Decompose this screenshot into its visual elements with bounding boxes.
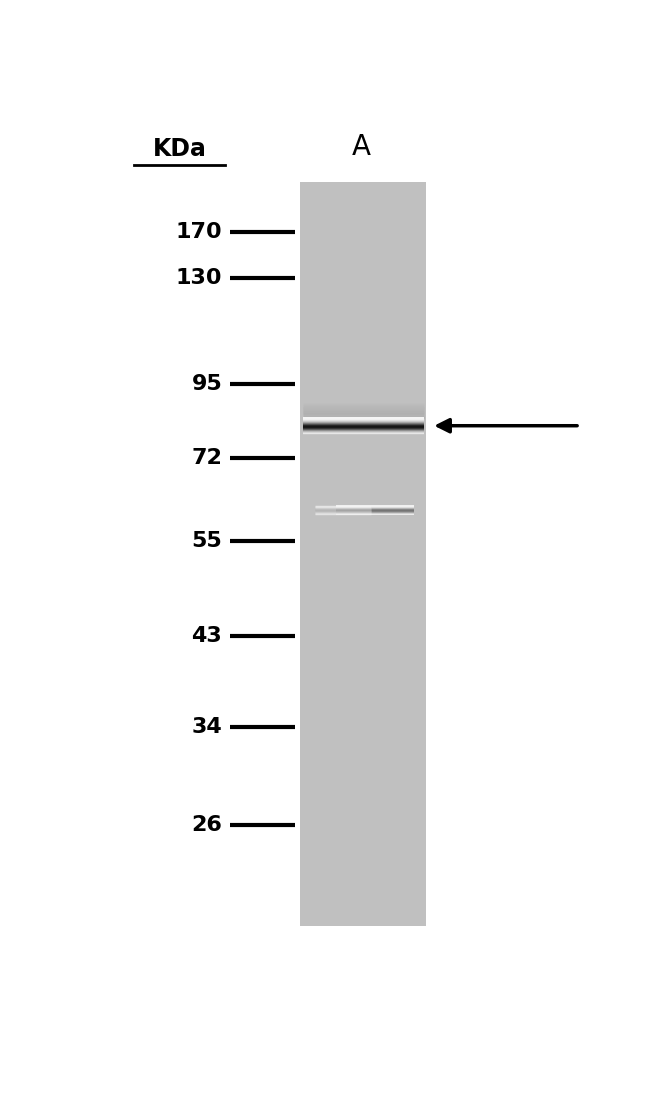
- Bar: [300, 181, 426, 927]
- Text: 26: 26: [192, 815, 222, 835]
- Text: 43: 43: [192, 626, 222, 646]
- Text: 95: 95: [192, 374, 222, 393]
- Text: KDa: KDa: [153, 137, 207, 161]
- Text: A: A: [352, 132, 370, 161]
- Text: 55: 55: [192, 531, 222, 551]
- Text: 34: 34: [192, 717, 222, 737]
- Text: 72: 72: [192, 448, 222, 468]
- Text: 170: 170: [176, 222, 222, 243]
- Text: 130: 130: [176, 269, 222, 289]
